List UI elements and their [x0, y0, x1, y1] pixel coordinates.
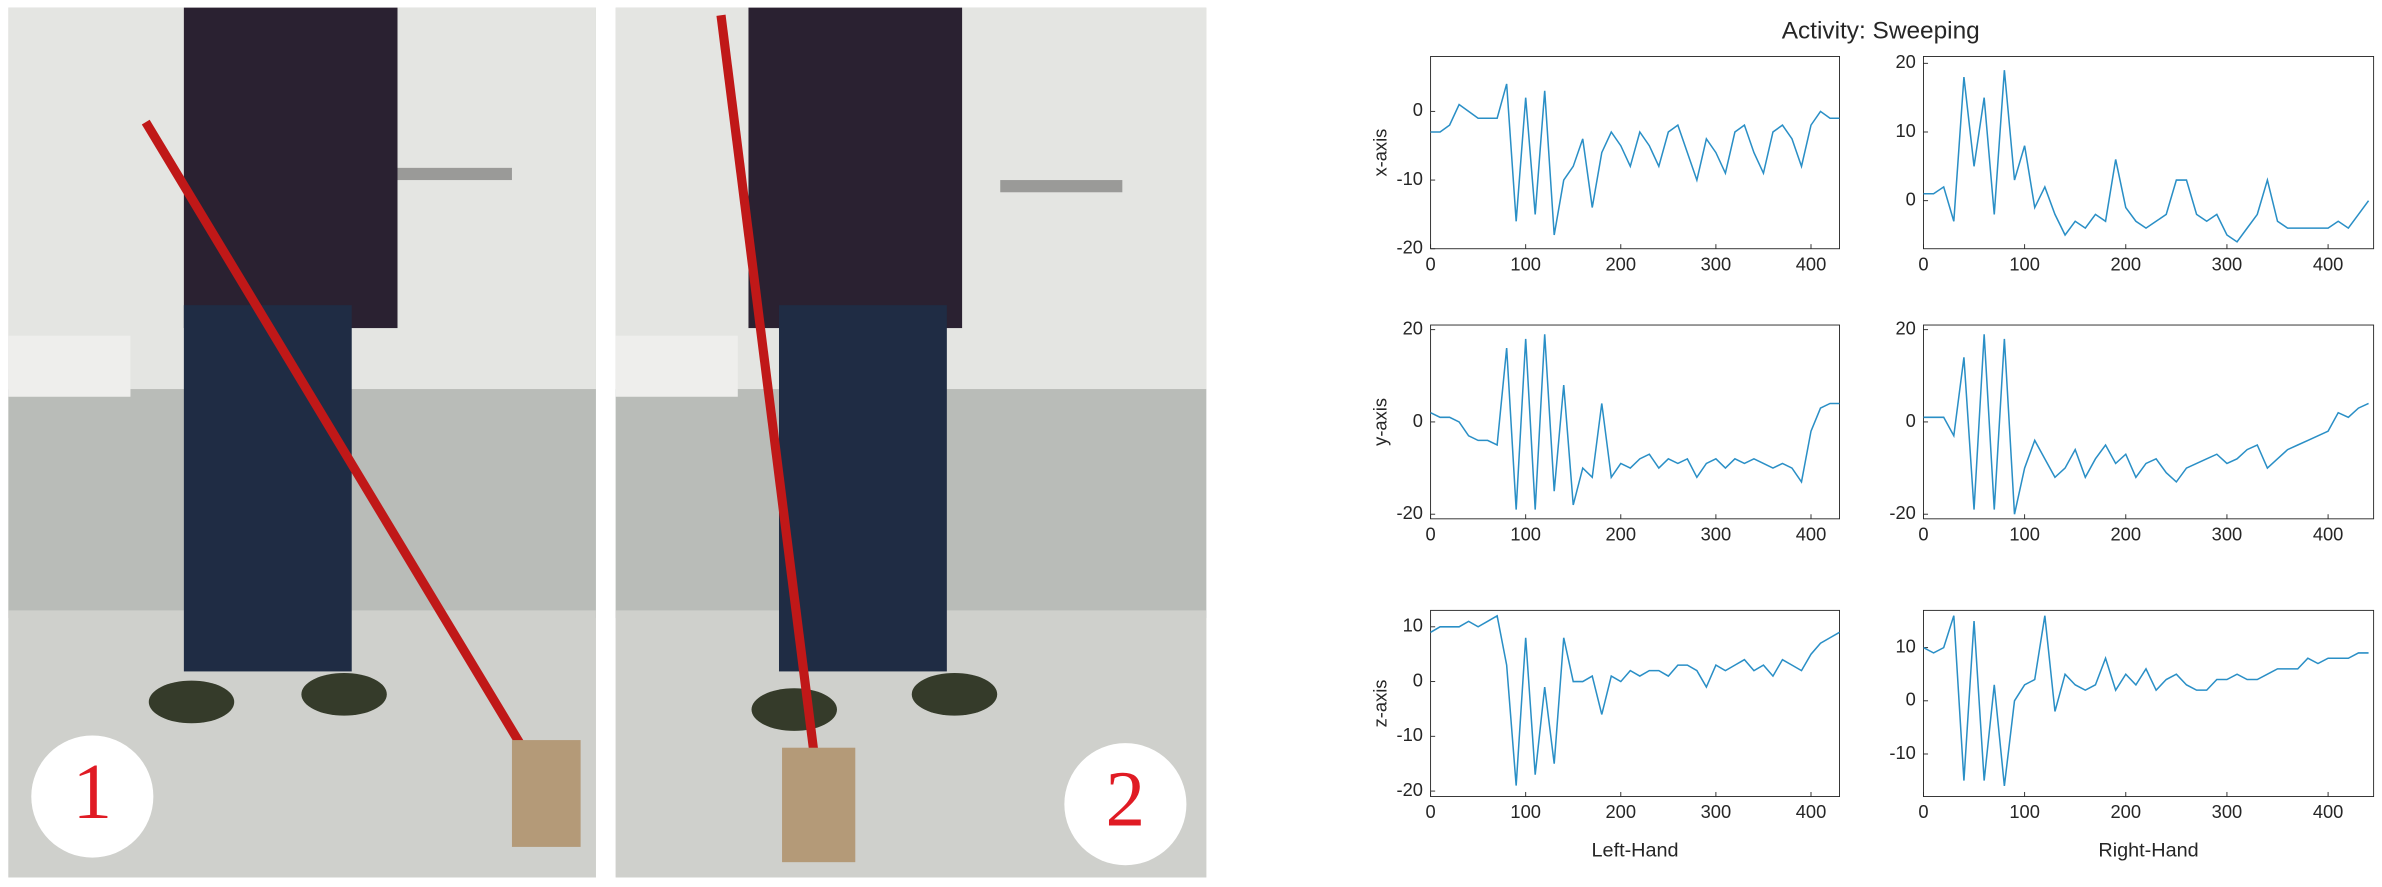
y-axis-label: y-axis	[1370, 398, 1391, 446]
x-axis-label: Right-Hand	[2098, 840, 2198, 862]
x-tick-label: 100	[1510, 801, 1541, 822]
x-tick-label: 400	[1796, 801, 1827, 822]
y-tick-label: 20	[1403, 317, 1423, 338]
y-tick-label: 0	[1413, 410, 1423, 431]
data-line	[1923, 615, 2369, 787]
x-tick-label: 0	[1918, 801, 1928, 822]
y-tick-label: 10	[1895, 635, 1915, 656]
y-tick-label: 0	[1413, 99, 1423, 120]
x-tick-label: 300	[1701, 253, 1732, 274]
axes-box	[1922, 609, 2375, 798]
y-tick-label: -10	[1396, 724, 1422, 745]
x-tick-label: 300	[2212, 253, 2243, 274]
data-line	[1430, 334, 1840, 510]
photo-1	[8, 7, 596, 878]
x-tick-label: 200	[1606, 523, 1637, 544]
x-tick-label: 0	[1425, 523, 1435, 544]
x-tick-label: 300	[1701, 523, 1732, 544]
data-line	[1430, 614, 1840, 786]
x-tick-label: 100	[2009, 253, 2040, 274]
y-axis-label: x-axis	[1370, 129, 1391, 177]
y-tick-label: 20	[1895, 51, 1915, 72]
x-tick-label: 300	[1701, 801, 1732, 822]
x-tick-label: 200	[2111, 523, 2142, 544]
x-tick-label: 200	[1606, 801, 1637, 822]
y-tick-label: -10	[1889, 742, 1915, 763]
axes-box	[1430, 324, 1840, 520]
data-line	[1430, 83, 1840, 236]
x-tick-label: 200	[1606, 253, 1637, 274]
x-tick-label: 0	[1425, 253, 1435, 274]
x-tick-label: 100	[2009, 523, 2040, 544]
photo-label: 1	[72, 748, 112, 836]
y-tick-label: 0	[1413, 669, 1423, 690]
y-tick-label: 10	[1403, 615, 1423, 636]
y-tick-label: -10	[1396, 168, 1422, 189]
y-tick-label: 0	[1906, 689, 1916, 710]
axes-box	[1430, 609, 1840, 798]
x-tick-label: 100	[1510, 253, 1541, 274]
x-axis-label: Left-Hand	[1592, 840, 1679, 862]
x-tick-label: 200	[2111, 253, 2142, 274]
data-line	[1923, 334, 2369, 515]
y-axis-label: z-axis	[1370, 680, 1391, 728]
x-tick-label: 400	[1796, 253, 1827, 274]
x-tick-label: 400	[2313, 523, 2344, 544]
y-tick-label: 10	[1895, 120, 1915, 141]
x-tick-label: 400	[2313, 253, 2344, 274]
y-tick-label: -20	[1396, 237, 1422, 258]
figure-title: Activity: Sweeping	[1782, 17, 1980, 44]
photo-label: 2	[1106, 755, 1146, 843]
x-tick-label: 400	[1796, 523, 1827, 544]
x-tick-label: 0	[1425, 801, 1435, 822]
x-tick-label: 300	[2212, 801, 2243, 822]
photo-2	[615, 7, 1207, 878]
y-tick-label: -20	[1889, 502, 1915, 523]
x-tick-label: 300	[2212, 523, 2243, 544]
x-tick-label: 100	[1510, 523, 1541, 544]
axes-box	[1922, 324, 2375, 520]
x-tick-label: 0	[1918, 253, 1928, 274]
axes-box	[1922, 56, 2375, 250]
y-tick-label: 0	[1906, 189, 1916, 210]
x-tick-label: 0	[1918, 523, 1928, 544]
y-tick-label: 0	[1906, 410, 1916, 431]
y-tick-label: -20	[1396, 502, 1422, 523]
y-tick-label: -20	[1396, 779, 1422, 800]
x-tick-label: 100	[2009, 801, 2040, 822]
axes-box	[1430, 56, 1840, 250]
data-line	[1923, 70, 2370, 243]
x-tick-label: 400	[2313, 801, 2344, 822]
y-tick-label: 20	[1895, 317, 1915, 338]
x-tick-label: 200	[2111, 801, 2142, 822]
